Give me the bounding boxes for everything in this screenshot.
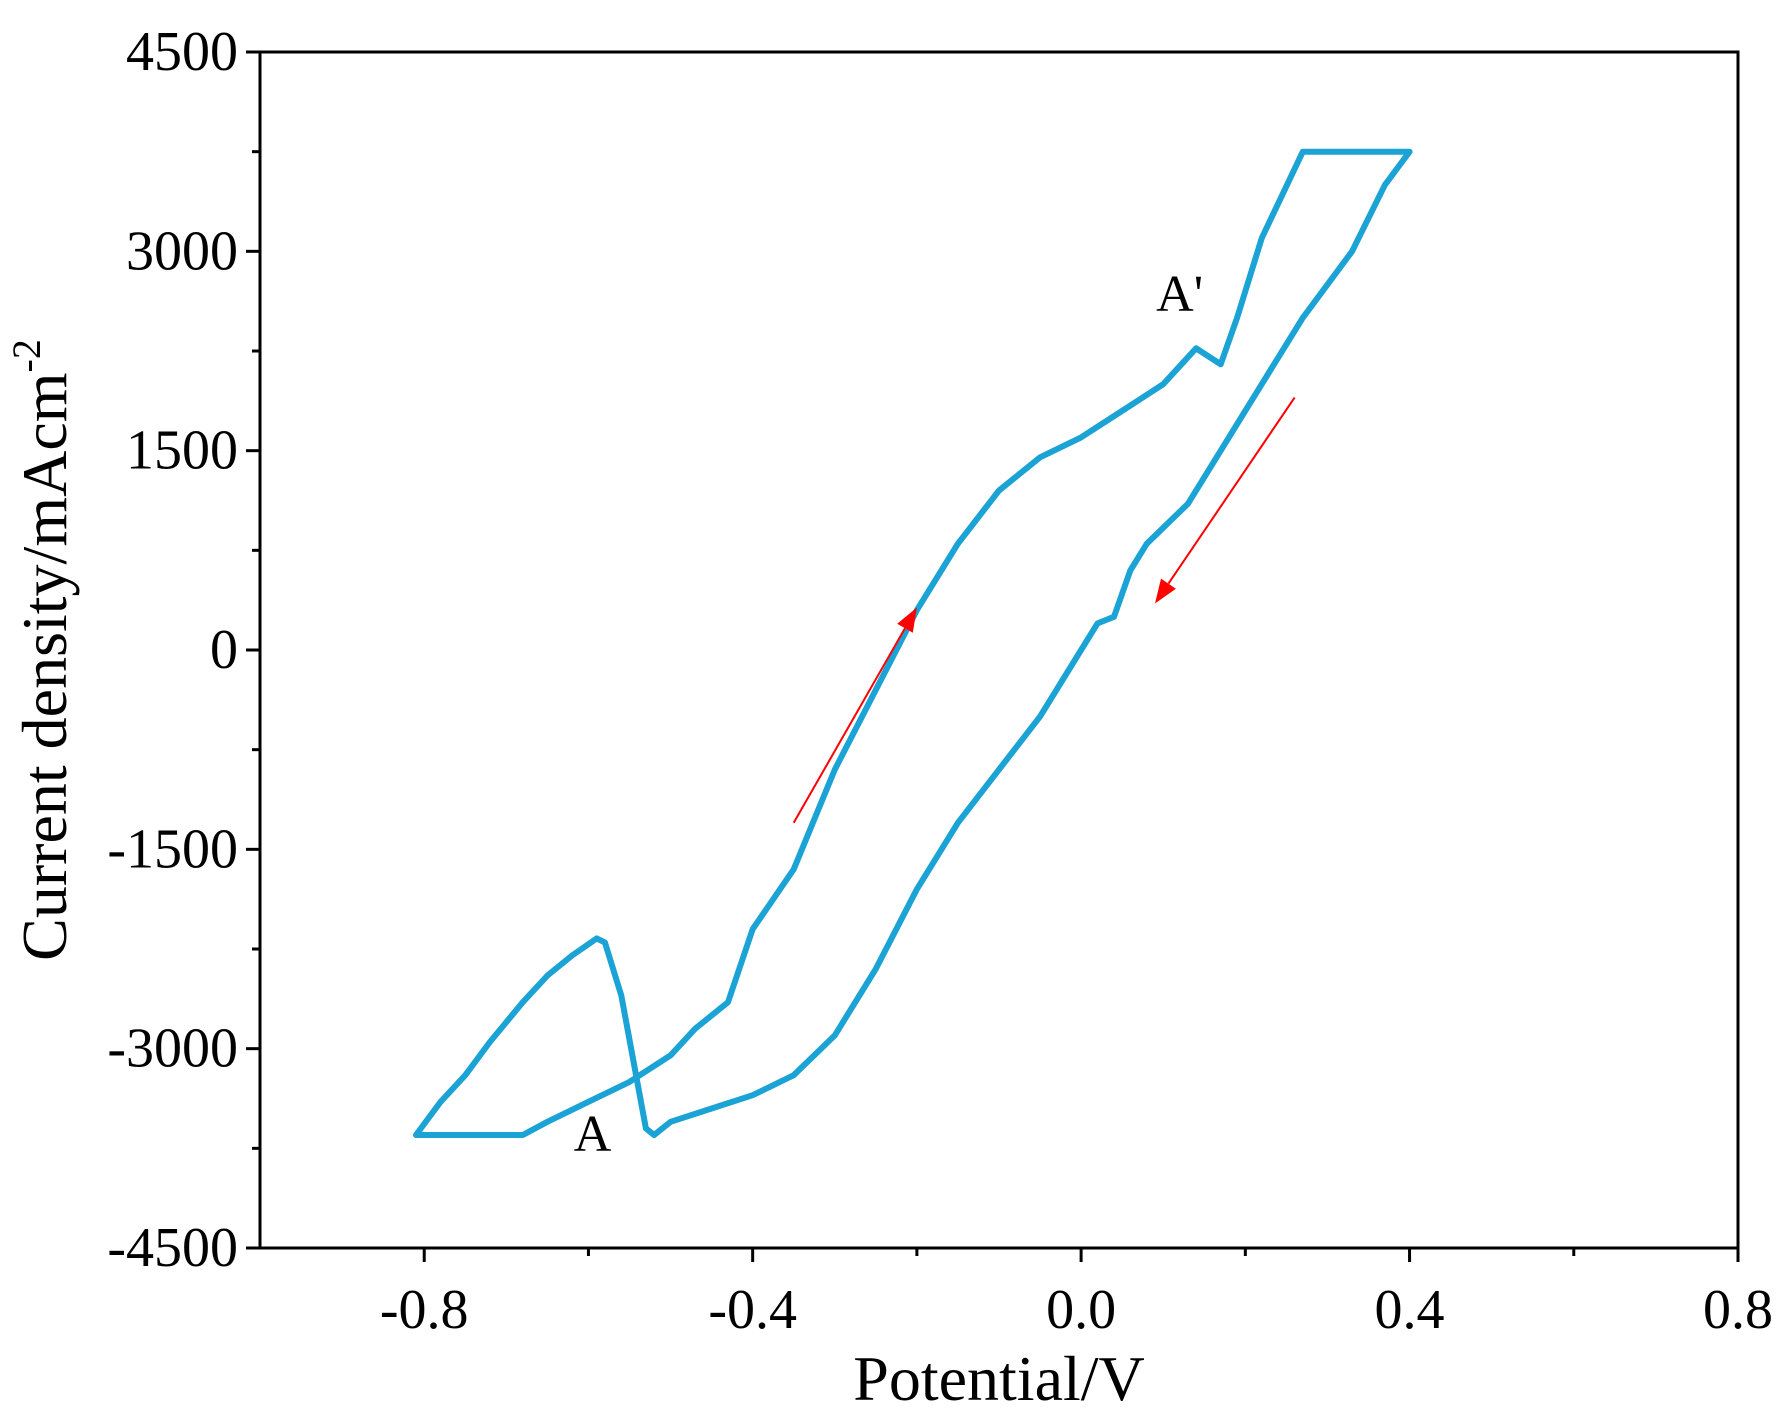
series-layer (413, 148, 1413, 1138)
y-tick-label: 4500 (126, 21, 238, 83)
x-tick-label: 0.8 (1703, 1279, 1773, 1341)
arrows-layer (792, 396, 1296, 824)
y-tick-label: 3000 (126, 220, 238, 282)
y-tick-label: 1500 (126, 420, 238, 482)
x-axis-title: Potential/V (853, 1343, 1145, 1414)
peak-label: A (574, 1106, 612, 1163)
y-tick-label: -1500 (107, 818, 238, 880)
x-tick-label: 0.0 (1046, 1279, 1116, 1341)
y-tick-label: -4500 (107, 1217, 238, 1279)
plot-area (413, 148, 1413, 1138)
peak-label: A' (1156, 266, 1203, 323)
x-tick-label: 0.4 (1375, 1279, 1445, 1341)
y-axis-title-sup: -2 (4, 339, 49, 372)
y-tick-label: -3000 (107, 1018, 238, 1080)
ticks-group: -0.8 -0.4 0.0 0.4 0.8 -4500 -3000 -1500 0 1500 300… (107, 21, 1773, 1341)
y-axis-title-main: Current density/mAcm (9, 372, 80, 960)
x-tick-label: -0.4 (708, 1279, 797, 1341)
annotations-layer: A A' (574, 266, 1203, 1163)
cv-curve (413, 148, 1413, 1138)
direction-arrow-head (1155, 578, 1176, 604)
direction-arrow-head (897, 607, 917, 633)
plot-frame (258, 50, 1740, 1250)
x-tick-label: -0.8 (380, 1279, 469, 1341)
direction-arrow-line (1167, 396, 1296, 585)
y-axis-title: Current density/mAcm-2 (4, 339, 80, 961)
direction-arrow-line (792, 627, 906, 824)
y-tick-label: 0 (210, 619, 238, 681)
